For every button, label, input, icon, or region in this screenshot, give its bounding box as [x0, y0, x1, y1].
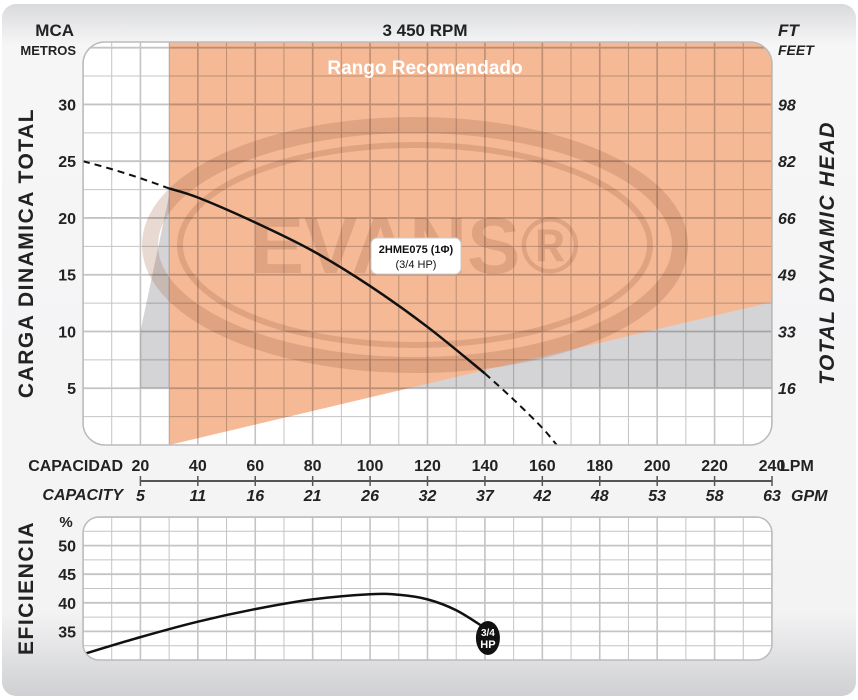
x-tick-label-gpm: 63 — [763, 488, 781, 505]
x-ticks: 20 5 40 11 60 16 80 21 100 26 120 32 140 37 160 42 180 48… — [132, 458, 786, 505]
recommended-range-label: Rango Recomendado — [327, 58, 522, 79]
y-tick-label-ft: 98 — [778, 97, 796, 114]
x-tick-label-lpm: 20 — [132, 458, 150, 475]
efficiency-tick-label: 35 — [58, 624, 76, 641]
x-tick-label-lpm: 120 — [414, 458, 441, 475]
efficiency-unit: % — [59, 514, 72, 531]
y-tick-label-ft: 49 — [777, 268, 796, 285]
x-tick-label-lpm: 40 — [189, 458, 207, 475]
efficiency-tick-label: 50 — [58, 539, 76, 556]
efficiency-tick-label: 45 — [58, 567, 76, 584]
x-tick-label-gpm: 16 — [246, 488, 264, 505]
marker-label-top: 3/4 — [481, 628, 495, 639]
head-curve-dashed-right — [484, 372, 558, 445]
x-tick-label-gpm: 48 — [590, 488, 609, 505]
marker-label-bottom: HP — [480, 639, 495, 651]
efficiency-axis-label: EFICIENCIA — [15, 521, 38, 655]
x-tick-label-gpm: 32 — [419, 488, 437, 505]
right-unit: FT — [778, 21, 800, 40]
y-tick-label: 20 — [58, 211, 76, 228]
y-tick-label: 25 — [58, 154, 76, 171]
x-tick-label-gpm: 58 — [706, 488, 724, 505]
y-tick-label: 30 — [58, 97, 76, 114]
left-unit-sub: METROS — [20, 43, 76, 58]
y-tick-label: 15 — [58, 268, 76, 285]
x-tick-label-gpm: 42 — [532, 488, 551, 505]
head-grid — [83, 42, 772, 445]
x-tick-label-lpm: 60 — [246, 458, 264, 475]
recommended-range-area — [169, 42, 772, 445]
y-tick-label-ft: 33 — [778, 324, 796, 341]
x-tick-label-gpm: 37 — [476, 488, 495, 505]
x-tick-label-gpm: 11 — [190, 488, 207, 505]
y-tick-label-ft: 16 — [778, 381, 796, 398]
x-tick-label-lpm: 200 — [644, 458, 671, 475]
x-tick-label-lpm: 100 — [357, 458, 384, 475]
x-tick-label-gpm: 5 — [136, 488, 146, 505]
right-unit-sub: FEET — [778, 42, 815, 58]
head-y-ticks: 5 16 10 33 15 49 20 66 25 82 30 98 — [58, 97, 796, 398]
y-tick-label: 10 — [58, 324, 76, 341]
series-label-box: 2HME075 (1Φ) (3/4 HP) — [370, 237, 462, 275]
y-tick-label-ft: 82 — [778, 154, 796, 171]
y-tick-label-ft: 66 — [778, 211, 796, 228]
efficiency-curve — [83, 592, 486, 656]
x-tick-label-lpm: 220 — [701, 458, 728, 475]
y-axis-label-right: TOTAL DYNAMIC HEAD — [816, 121, 839, 385]
head-curve — [168, 187, 486, 375]
head-curve-dashed-left — [83, 160, 170, 190]
x-axis-label: CAPACIDAD — [28, 458, 123, 475]
efficiency-y-ticks: 35 40 45 50 — [58, 539, 76, 642]
series-name: 2HME075 (1Φ) — [379, 244, 454, 256]
x-tick-label-gpm: 53 — [648, 488, 666, 505]
efficiency-tick-label: 40 — [58, 596, 76, 613]
x-tick-label-gpm: 26 — [360, 488, 379, 505]
x-tick-label-lpm: 80 — [304, 458, 322, 475]
x-axis-unit: LPM — [780, 458, 814, 475]
efficiency-plot-area — [83, 517, 772, 660]
x-tick-label-lpm: 160 — [529, 458, 556, 475]
x-axis-label-secondary: CAPACITY — [42, 487, 124, 504]
x-tick-label-lpm: 240 — [759, 458, 786, 475]
efficiency-end-marker: 3/4 HP — [475, 620, 500, 655]
y-tick-label: 5 — [67, 381, 76, 398]
x-tick-label-gpm: 21 — [303, 488, 322, 505]
x-axis-unit-secondary: GPM — [791, 488, 828, 505]
x-tick-label-lpm: 180 — [586, 458, 613, 475]
series-name-sub: (3/4 HP) — [396, 259, 437, 271]
y-axis-label: CARGA DINAMICA TOTAL — [15, 108, 38, 398]
x-tick-label-lpm: 140 — [472, 458, 499, 475]
gray-shadow-region — [140, 195, 772, 389]
left-unit: MCA — [35, 21, 74, 40]
chart-title: 3 450 RPM — [382, 21, 467, 40]
